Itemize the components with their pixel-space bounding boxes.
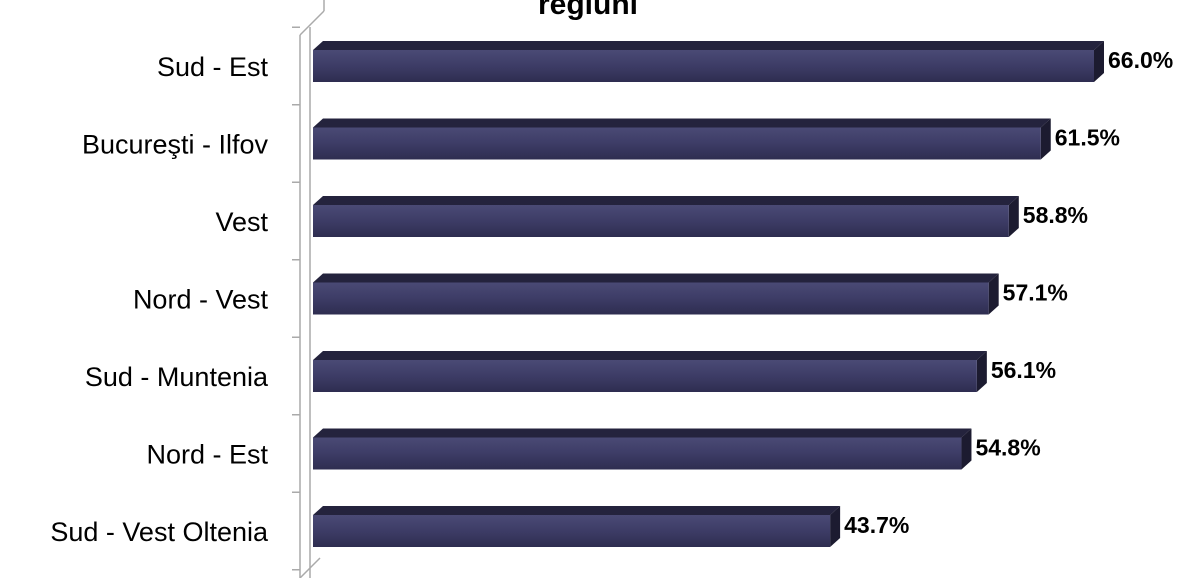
- category-label: Sud - Vest Oltenia: [50, 517, 269, 547]
- bar-front-face: [313, 360, 977, 392]
- category-label: Sud - Est: [157, 52, 269, 82]
- bar-front-face: [313, 205, 1009, 237]
- value-label: 57.1%: [1003, 280, 1068, 306]
- bar-top-face: [313, 119, 1051, 128]
- bar-front-face: [313, 438, 961, 470]
- bar-front-face: [313, 283, 989, 315]
- bar-front-face: [313, 515, 830, 547]
- bars: [313, 41, 1104, 547]
- bar-top-face: [313, 196, 1019, 205]
- bar: [313, 196, 1019, 237]
- value-label: 61.5%: [1055, 125, 1120, 151]
- bar: [313, 429, 971, 470]
- category-label: Bucureşti - Ilfov: [82, 130, 269, 160]
- category-label: Vest: [215, 207, 268, 237]
- category-labels: Sud - Est Bucureşti - Ilfov Vest Nord - Ves…: [50, 52, 269, 547]
- bar: [313, 41, 1104, 82]
- axis-top-edge: [300, 11, 324, 35]
- axis-ticks: [292, 27, 300, 570]
- bar-top-face: [313, 429, 971, 438]
- bar: [313, 351, 987, 392]
- value-label: 56.1%: [991, 357, 1056, 383]
- chart-title: regiuni: [538, 0, 638, 21]
- category-label: Nord - Vest: [133, 285, 269, 315]
- bar-front-face: [313, 50, 1094, 82]
- bar-front-face: [313, 128, 1041, 160]
- bar-top-face: [313, 506, 840, 515]
- bar-top-face: [313, 41, 1104, 50]
- bar: [313, 506, 840, 547]
- category-label: Nord - Est: [146, 440, 268, 470]
- bar-top-face: [313, 274, 999, 283]
- value-label: 66.0%: [1108, 47, 1173, 73]
- bar: [313, 119, 1051, 160]
- bar-top-face: [313, 351, 987, 360]
- value-label: 54.8%: [975, 435, 1040, 461]
- category-label: Sud - Muntenia: [85, 362, 269, 392]
- bar: [313, 274, 999, 315]
- value-label: 58.8%: [1023, 202, 1088, 228]
- value-label: 43.7%: [844, 512, 909, 538]
